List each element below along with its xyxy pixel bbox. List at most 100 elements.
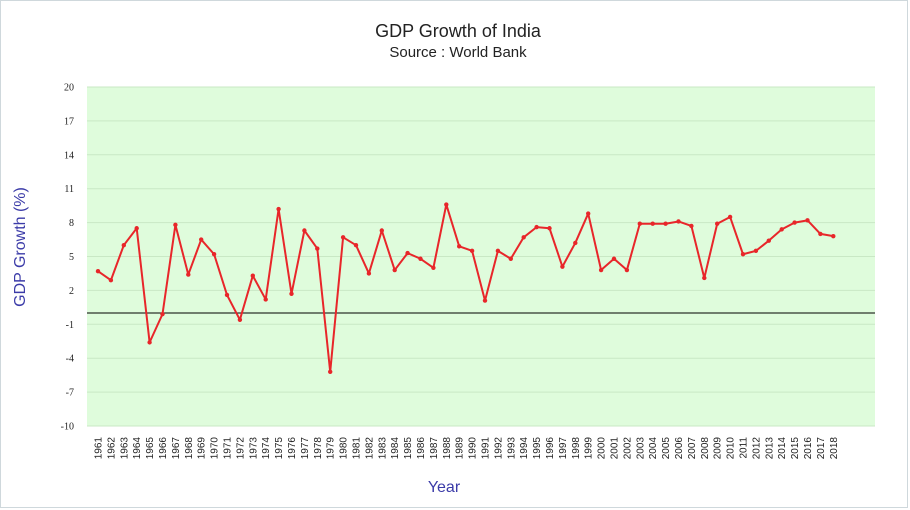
x-tick-label: 2009 [713,437,724,460]
x-tick-label: 2016 [803,437,814,460]
data-point [534,224,539,230]
x-tick-label: 1998 [571,437,582,460]
x-tick-label: 1964 [132,437,143,460]
data-point [186,272,191,277]
data-point [405,250,410,256]
x-tick-label: 1990 [468,437,479,460]
data-point [689,223,694,229]
x-tick-label: 1962 [106,437,117,460]
data-point [650,221,655,226]
y-tick-label: 2 [69,286,74,297]
data-point [469,248,475,254]
data-point [598,267,604,273]
x-tick-label: 1997 [558,437,569,460]
gdp-growth-line [97,203,834,373]
y-tick-label: 5 [69,252,74,263]
x-tick-label: 2007 [687,437,698,460]
data-point [302,228,307,233]
data-point [328,369,333,374]
data-points [95,202,836,374]
data-point [715,221,720,226]
x-tick-label: 1970 [210,437,221,460]
data-point [482,298,488,303]
x-tick-label: 1986 [416,437,427,460]
x-tick-label: 1973 [248,437,259,460]
data-point [560,264,565,269]
x-tick-label: 2013 [764,437,775,460]
data-point [779,227,784,232]
y-tick-label: -10 [61,422,74,433]
x-tick-label: 1995 [532,437,543,460]
data-point [586,211,591,216]
data-point [199,237,204,242]
data-point [766,238,771,243]
x-tick-label: 2000 [597,437,608,460]
data-point [573,240,578,246]
x-tick-label: 1977 [300,437,311,460]
data-point [211,252,217,257]
x-tick-label: 1963 [119,437,130,460]
data-point [792,220,797,225]
x-tick-label: 2015 [790,437,801,460]
y-tick-label: 8 [69,218,74,229]
x-tick-label: 1983 [377,437,388,460]
data-point [637,221,642,226]
x-tick-label: 1994 [519,437,530,460]
data-point [263,297,268,302]
data-point [547,226,552,231]
data-point [173,222,178,228]
data-point [340,235,346,240]
data-point [160,311,165,317]
x-tick-label: 2011 [739,437,750,459]
chart-title: GDP Growth of India [375,21,542,41]
data-point [611,256,617,261]
data-point [727,214,733,220]
y-tick-label: 14 [64,150,74,161]
x-tick-label: 2006 [674,437,685,460]
data-point [418,256,423,261]
data-point [805,218,810,223]
x-tick-label: 1991 [481,437,492,460]
x-tick-label: 1975 [274,437,285,460]
x-tick-label: 2010 [726,437,737,460]
data-point [250,273,255,278]
x-tick-label: 1979 [326,437,337,460]
data-point [740,252,746,257]
x-tick-label: 1974 [261,437,272,460]
data-point [457,244,462,249]
x-tick-label: 1966 [158,437,169,460]
data-point [521,235,526,240]
x-tick-label: 2018 [829,437,840,460]
x-tick-label: 1969 [197,437,208,460]
x-tick-label: 2017 [816,437,827,460]
data-point [121,243,127,248]
data-point [663,221,668,226]
y-tick-label: -1 [66,320,74,331]
data-point [147,340,152,345]
data-point [95,268,101,274]
chart-subtitle: Source : World Bank [389,44,527,61]
x-tick-label: 1999 [584,437,595,460]
x-tick-label: 1989 [455,437,466,460]
x-tick-label: 1987 [429,437,440,460]
x-tick-label: 1972 [235,437,246,460]
data-point [831,233,836,239]
x-tick-label: 1981 [352,437,363,460]
data-point [134,226,139,231]
data-point [379,228,384,233]
y-axis-label: GDP Growth (%) [12,187,29,307]
x-tick-label: 1996 [545,437,556,460]
data-point [624,267,630,273]
x-tick-label: 1961 [94,437,105,460]
y-tick-label: -7 [66,388,74,399]
x-tick-label: 1984 [390,437,401,460]
data-point [108,278,114,283]
data-point [276,206,281,212]
x-tick-label: 1968 [184,437,195,460]
data-point [353,243,359,248]
x-tick-label: 2008 [700,437,711,460]
data-point [508,256,513,261]
x-tick-label: 1976 [287,437,298,460]
data-point [444,202,449,207]
